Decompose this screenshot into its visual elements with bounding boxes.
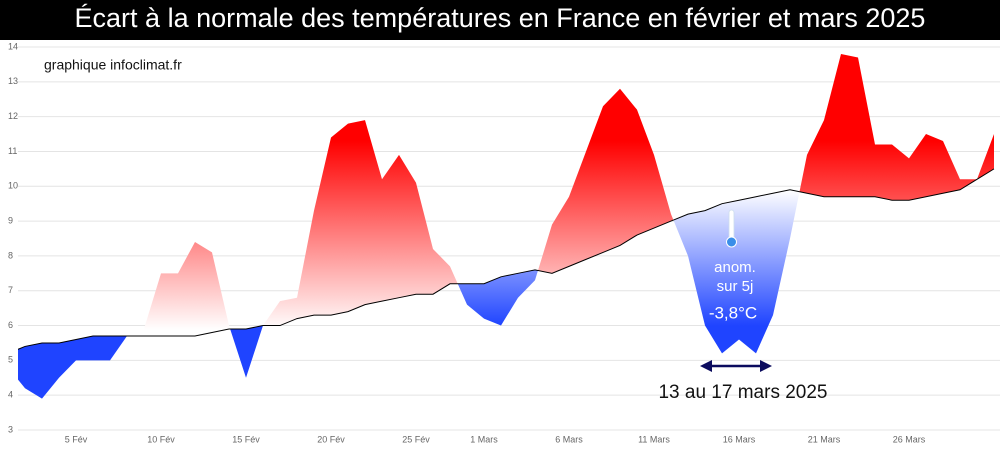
cold-anomaly-area xyxy=(18,168,994,399)
plot-clip xyxy=(18,53,995,399)
annotation: 13 au 17 mars 2025 xyxy=(658,382,827,403)
x-tick-label: 6 Mars xyxy=(555,434,583,444)
y-tick-label: 7 xyxy=(8,285,13,295)
warm-anomaly-area xyxy=(18,53,994,354)
x-tick-label: 15 Fév xyxy=(232,434,260,444)
y-tick-label: 11 xyxy=(8,146,17,156)
x-tick-label: 16 Mars xyxy=(723,434,756,444)
x-tick-label: 20 Fév xyxy=(317,434,345,444)
y-tick-label: 6 xyxy=(8,320,13,330)
normal-line xyxy=(18,168,995,350)
x-tick-label: 26 Mars xyxy=(893,434,926,444)
y-tick-label: 14 xyxy=(8,41,18,51)
x-tick-label: 10 Fév xyxy=(147,434,175,444)
chart-title: Écart à la normale des températures en F… xyxy=(75,3,926,33)
thermometer-icon xyxy=(726,209,737,248)
y-tick-label: 3 xyxy=(8,424,13,434)
annotation: anom. xyxy=(714,259,756,276)
y-tick-label: 4 xyxy=(8,390,13,400)
y-tick-label: 13 xyxy=(8,76,18,86)
chart-subtitle: graphique infoclimat.fr xyxy=(44,57,182,73)
above-region xyxy=(18,53,994,354)
annotation: -3,8°C xyxy=(709,303,757,322)
y-tick-label: 9 xyxy=(8,215,13,225)
y-tick-label: 8 xyxy=(8,250,13,260)
x-tick-label: 25 Fév xyxy=(402,434,430,444)
y-tick-label: 10 xyxy=(8,181,18,191)
period-arrow xyxy=(700,360,772,372)
y-tick-label: 5 xyxy=(8,355,13,365)
x-tick-label: 5 Fév xyxy=(65,434,88,444)
x-tick-label: 11 Mars xyxy=(638,434,670,444)
x-tick-label: 21 Mars xyxy=(808,434,841,444)
title-bar xyxy=(0,0,1000,40)
x-tick-label: 1 Mars xyxy=(470,434,498,444)
plot-layer: 3 4 5 6 7 8 9 10 11 12 13 14 5 Fév 10 Fév 15 Fév 20 Fév… xyxy=(8,41,1000,444)
y-tick-label: 12 xyxy=(8,111,18,121)
below-region xyxy=(18,168,994,399)
annotation: sur 5j xyxy=(717,278,754,295)
